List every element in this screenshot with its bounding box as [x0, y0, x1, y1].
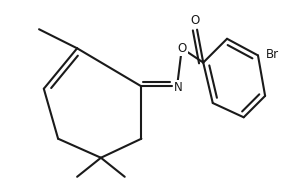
Text: N: N: [174, 81, 183, 94]
Text: Br: Br: [266, 48, 279, 61]
Text: O: O: [178, 42, 187, 55]
Text: O: O: [190, 14, 200, 27]
